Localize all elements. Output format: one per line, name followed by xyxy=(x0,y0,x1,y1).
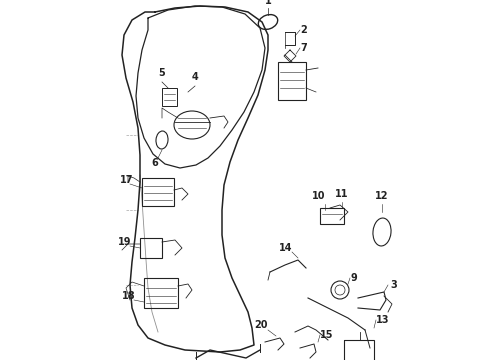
Text: 3: 3 xyxy=(390,280,397,290)
Bar xyxy=(162,88,177,106)
Text: 7: 7 xyxy=(300,43,307,53)
Text: 11: 11 xyxy=(335,189,348,199)
Text: 19: 19 xyxy=(118,237,131,247)
Text: 12: 12 xyxy=(375,191,389,201)
Text: 20: 20 xyxy=(254,320,268,330)
Text: 5: 5 xyxy=(159,68,166,78)
Text: 6: 6 xyxy=(151,158,158,168)
Bar xyxy=(144,278,178,308)
Bar xyxy=(278,62,306,100)
Bar xyxy=(142,178,174,206)
Text: 10: 10 xyxy=(312,191,325,201)
Bar xyxy=(320,208,344,224)
Text: 4: 4 xyxy=(192,72,198,82)
Text: 9: 9 xyxy=(350,273,357,283)
Text: 1: 1 xyxy=(265,0,271,6)
Text: 13: 13 xyxy=(376,315,390,325)
Text: 14: 14 xyxy=(278,243,292,253)
Text: 2: 2 xyxy=(300,25,307,35)
Bar xyxy=(344,340,374,360)
Text: 18: 18 xyxy=(122,291,136,301)
Text: 17: 17 xyxy=(120,175,133,185)
Bar xyxy=(140,238,162,258)
Text: 15: 15 xyxy=(320,330,334,340)
